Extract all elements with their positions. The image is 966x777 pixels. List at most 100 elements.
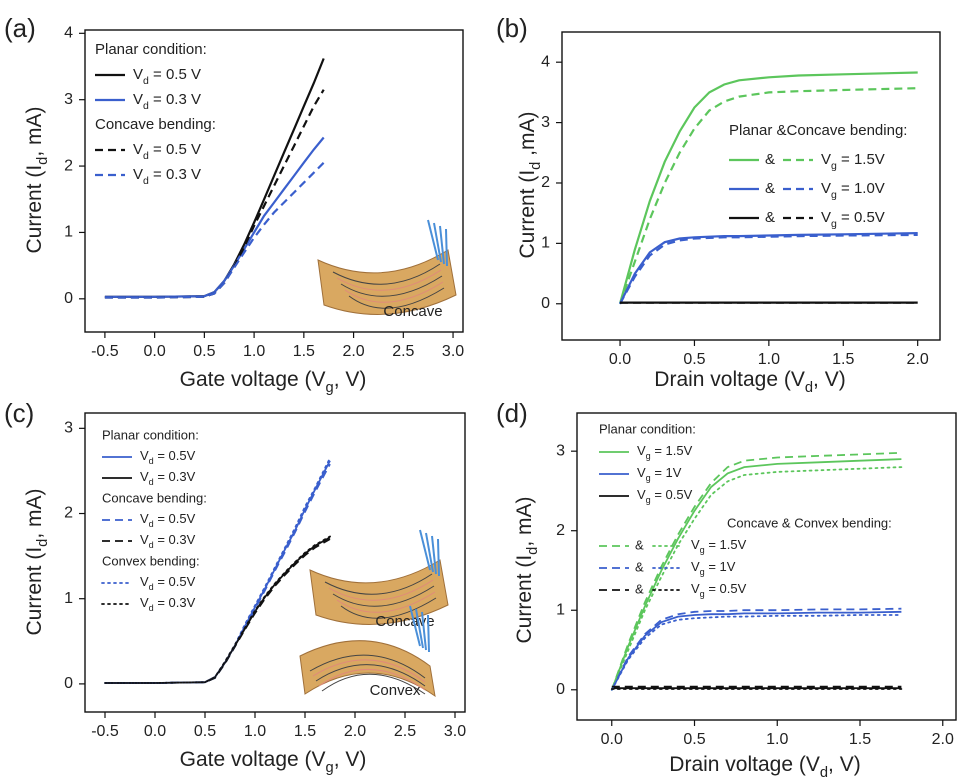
x-tick-label: 1.5 <box>849 731 871 748</box>
light-arrow <box>421 611 427 651</box>
legend-label-part: d <box>149 519 154 529</box>
legend-label-part: g <box>700 589 705 599</box>
x-axis-label-part: , V) <box>828 753 861 776</box>
legend-label-part: V <box>637 465 646 480</box>
legend-label: Vg = 0.5V <box>821 209 885 230</box>
legend-joiner: & <box>635 559 644 574</box>
legend-label: Vd = 0.5 V <box>133 66 201 87</box>
x-axis-label-part: d <box>805 380 813 396</box>
legend-label-part: V <box>637 487 646 502</box>
legend-label-part: V <box>140 595 149 610</box>
x-tick-label: 1.0 <box>244 723 266 740</box>
legend-heading: Planar condition: <box>599 421 696 436</box>
y-tick-label: 3 <box>556 442 565 459</box>
data-line <box>610 614 903 691</box>
data-line <box>611 610 902 691</box>
legend-label-part: = 0.3 V <box>149 166 201 183</box>
legend-label-part: = 1.5V <box>837 151 885 168</box>
device-trace <box>324 573 433 595</box>
x-axis-label: Drain voltage (Vd, V) <box>654 368 845 396</box>
y-axis-label-part: d <box>528 162 544 170</box>
y-axis-label-part: , mA) <box>23 106 46 156</box>
x-tick-label: 0.5 <box>683 351 705 368</box>
legend-label-part: = 1V <box>705 559 736 574</box>
y-tick-label: 3 <box>64 420 73 437</box>
legend-label-part: V <box>140 532 149 547</box>
legend-label: Vd = 0.5V <box>140 448 196 466</box>
y-axis-label-part: , mA) <box>23 488 46 538</box>
x-axis-label-part: Drain voltage (V <box>654 368 805 391</box>
legend-label-part: g <box>831 218 837 230</box>
data-line <box>610 451 902 691</box>
legend-heading: Concave & Convex bending: <box>727 515 892 530</box>
y-axis-label-part: Current (I <box>513 555 536 644</box>
inset-device: Concave <box>309 529 449 630</box>
device-trace <box>340 597 437 619</box>
legend-label-part: V <box>691 581 700 596</box>
x-tick-label: 1.5 <box>293 343 315 360</box>
inset-label: Convex <box>370 682 421 699</box>
plot-frame <box>84 412 466 713</box>
x-axis-label-part: g <box>326 380 334 396</box>
x-tick-label: 0.0 <box>144 723 166 740</box>
y-axis-label-part: d <box>35 539 51 547</box>
legend-label-part: = 0.3 V <box>149 91 201 108</box>
device-body <box>299 640 436 698</box>
legend-joiner: & <box>765 180 775 197</box>
light-arrow <box>409 605 421 647</box>
y-axis-label: Current (Id, mA) <box>23 106 51 253</box>
device-trace <box>332 585 435 607</box>
y-tick-label: 0 <box>556 681 565 698</box>
legend-label-part: g <box>831 189 837 201</box>
device-trace <box>348 287 445 309</box>
light-arrow <box>445 228 448 267</box>
device-trace <box>340 275 443 297</box>
data-line <box>104 89 325 299</box>
y-axis-label: Current (Id ,mA) <box>516 111 544 258</box>
legend-label-part: = 0.3V <box>154 595 196 610</box>
legend-label-part: g <box>646 451 651 461</box>
y-tick-label: 4 <box>64 25 73 42</box>
plot-frame <box>561 31 941 341</box>
legend-joiner: & <box>635 537 644 552</box>
data-line <box>104 161 325 299</box>
x-tick-label: 1.5 <box>294 723 316 740</box>
x-tick-label: 2.0 <box>344 723 366 740</box>
legend-label-part: d <box>149 582 154 592</box>
legend-label: Vd = 0.5V <box>140 574 196 592</box>
legend-label-part: V <box>821 209 831 226</box>
legend-label-part: = 0.5 V <box>149 66 201 83</box>
legend-label-part: V <box>133 141 143 158</box>
legend-label-part: V <box>691 559 700 574</box>
data-line <box>619 233 918 305</box>
x-tick-label: 0.0 <box>601 731 623 748</box>
legend-joiner: & <box>635 581 644 596</box>
light-arrow <box>433 222 442 263</box>
y-axis-label-part: Current (I <box>23 547 46 636</box>
device-trace <box>336 591 436 613</box>
device-trace <box>328 579 434 601</box>
x-axis-label-part: Gate voltage (V <box>180 748 326 771</box>
y-axis-label-part: ,mA) <box>516 111 539 161</box>
legend-heading: Planar &Concave bending: <box>729 122 907 139</box>
inset-device: Convex <box>299 605 436 699</box>
x-tick-label: 0.5 <box>193 343 215 360</box>
light-arrow <box>437 538 440 577</box>
x-axis-label: Gate voltage (Vg, V) <box>180 748 367 776</box>
plot-frame <box>84 29 464 333</box>
data-line <box>619 232 918 305</box>
plot-frame <box>576 412 957 721</box>
y-axis-label: Current (Id, mA) <box>513 496 541 643</box>
legend-label-part: = 0.3V <box>154 532 196 547</box>
legend-label: Vd = 0.5 V <box>133 141 201 162</box>
y-tick-label: 2 <box>64 505 73 522</box>
legend-label: Vd = 0.3V <box>140 532 196 550</box>
legend-heading: Concave bending: <box>102 490 207 505</box>
y-axis-label-part: , mA) <box>513 496 536 546</box>
legend-label-part: = 1V <box>651 465 682 480</box>
legend-heading: Planar condition: <box>102 427 199 442</box>
y-axis-label-part: Current (I <box>23 165 46 254</box>
legend-label: Vd = 0.5V <box>140 511 196 529</box>
legend-label-part: g <box>646 473 651 483</box>
legend-label: Vg = 1.5V <box>637 443 693 461</box>
